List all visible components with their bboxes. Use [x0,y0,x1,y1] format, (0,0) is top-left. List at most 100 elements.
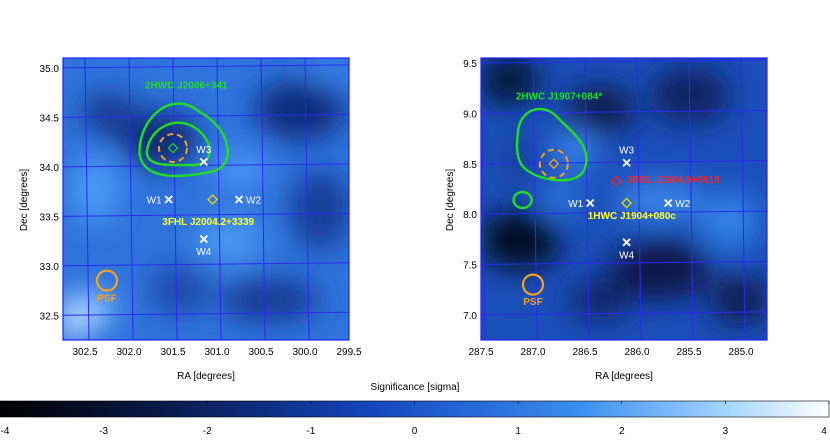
left-grid-meridian [216,58,222,340]
colorbar-tick-label: -4 [1,426,10,437]
right-x-axis-label: RA [degrees] [595,371,653,382]
left-marker-label: W2 [246,195,261,206]
left-source-diamond-icon [167,142,179,154]
right-grid-parallel [481,210,767,215]
left-grid-parallel [63,212,349,217]
left-grid-meridian [304,58,310,340]
left-x-tick-label: 300.0 [292,347,317,358]
left-marker-w3-icon [199,157,208,167]
left-source-diamond-icon [207,194,219,205]
right-marker-label: W1 [568,199,583,210]
colorbar-tick-label: 0 [412,426,418,437]
right-x-tick-label: 285.0 [728,347,753,358]
right-extension-circle [538,148,569,179]
colorbar-label: Significance [sigma] [371,382,460,393]
right-grid-meridian [584,58,590,340]
left-grid-meridian [128,58,134,340]
colorbar-tick-label: -1 [306,426,315,437]
left-grid-meridian [260,58,266,340]
colorbar-tick-label: -3 [99,426,108,437]
left-x-tick-label: 302.0 [116,347,141,358]
left-annotation-label: 3FHL J2004.2+3339 [162,217,254,228]
right-grid-meridian [740,58,746,340]
left-grid-parallel [63,64,349,69]
left-significance-contour-inner [145,121,211,167]
right-y-tick-label: 9.0 [463,109,477,120]
left-y-tick-label: 33.0 [40,262,60,273]
right-marker-label: W3 [619,146,634,157]
right-annotation-label: 2HWC J1907+084* [516,91,603,102]
right-grid-parallel [481,59,767,64]
left-y-tick-label: 34.5 [40,113,60,124]
right-source-diamond-icon [548,158,560,170]
right-psf-circle [521,273,545,296]
right-grid-meridian [481,58,486,340]
right-grid-parallel [481,260,767,265]
colorbar-tick-label: 1 [515,426,521,437]
left-x-tick-label: 301.5 [160,347,185,358]
right-plot-frame [480,57,768,341]
right-x-tick-label: 286.5 [572,347,597,358]
right-marker-label: W4 [619,250,634,261]
left-skymap-panel: 302.5 302.0 301.5 301.0 300.5 300.0 299.5 32.5 3… [19,57,362,382]
left-significance-contour-outer [138,102,229,178]
right-significance-contour [515,107,588,182]
left-x-tick-label: 300.5 [248,347,273,358]
right-marker-w2-icon [664,198,673,208]
left-annotation-label: 2HWC J2006+341 [145,81,228,92]
left-y-axis-label: Dec [degrees] [19,169,30,231]
right-y-tick-label: 9.5 [463,59,477,70]
right-grid-meridian [688,58,694,340]
colorbar-tick-label: 3 [723,426,729,437]
right-marker-w4-icon [622,238,631,247]
left-grid-meridian [84,58,90,340]
left-y-tick-label: 34.0 [40,163,60,174]
left-grid-parallel [63,262,349,267]
colorbar: Significance [sigma] -4 -3 -2 -1 0 1 2 3 4 [0,382,830,437]
right-y-tick-label: 8.0 [463,210,477,221]
left-plot-frame [62,57,350,341]
right-y-tick-label: 7.0 [463,311,477,322]
left-marker-label: W4 [196,247,211,258]
left-extension-circle [158,133,188,164]
left-x-axis-label: RA [degrees] [177,371,235,382]
left-psf-circle [95,269,119,292]
right-annotation-label: 3FGL J1904.9+0818 [627,175,720,186]
left-y-tick-label: 33.5 [40,212,60,223]
left-marker-label: W3 [196,145,211,156]
left-x-tick-label: 301.0 [204,347,229,358]
left-marker-w2-icon [234,195,244,204]
right-y-tick-label: 7.5 [463,260,477,271]
right-marker-label: W2 [675,199,690,210]
left-marker-label: W1 [147,195,162,206]
left-x-tick-label: 302.5 [72,347,97,358]
colorbar-tick-label: 2 [619,426,625,437]
right-grid-parallel [481,311,767,316]
right-marker-w1-icon [586,198,595,208]
left-marker-w1-icon [164,195,173,204]
left-y-tick-label: 32.5 [40,311,60,322]
left-y-tick-label: 35.0 [40,64,60,75]
right-x-tick-label: 285.5 [676,347,701,358]
left-x-tick-label: 299.5 [336,347,361,358]
right-x-tick-label: 287.0 [520,347,545,358]
right-grid-parallel [481,160,767,165]
right-annotation-label: 1HWC J1904+080c [588,211,677,222]
right-marker-w3-icon [622,158,631,167]
right-x-tick-label: 287.5 [468,347,493,358]
colorbar-tick-label: 4 [821,426,827,437]
left-grid-parallel [63,311,349,316]
colorbar-tick-label: -2 [203,426,212,437]
right-source-diamond-icon [610,175,622,187]
right-y-axis-label: Dec [degrees] [445,169,456,231]
right-significance-contour-small [512,190,533,210]
right-source-diamond-icon [621,197,633,209]
right-x-tick-label: 286.0 [624,347,649,358]
left-marker-w4-icon [199,234,208,244]
right-skymap-panel: 287.5 287.0 286.5 286.0 285.5 285.0 7.0 7.5 8.0 8… [445,57,768,382]
right-grid-meridian [636,58,642,340]
left-annotation-label: PSF [97,293,116,304]
right-y-tick-label: 8.5 [463,160,477,171]
left-skymap-heatmap [63,58,349,340]
